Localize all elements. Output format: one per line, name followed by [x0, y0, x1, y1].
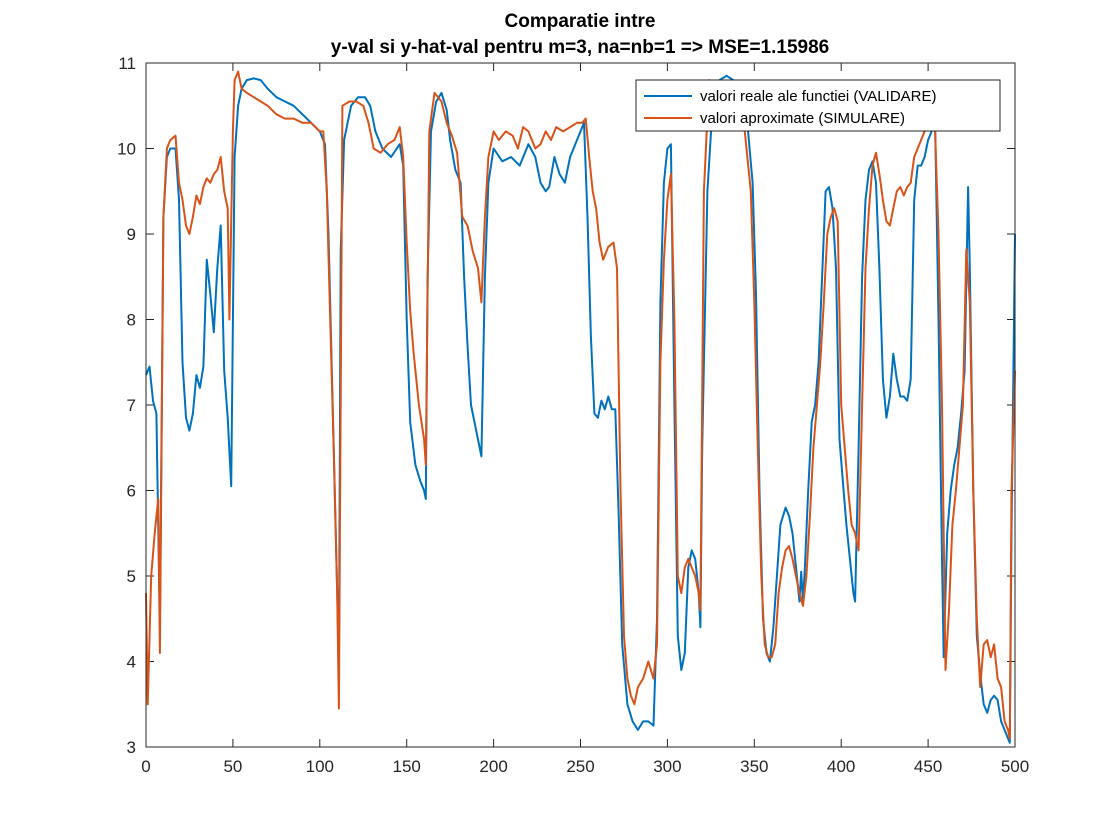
- x-tick-label: 350: [740, 757, 768, 776]
- x-tick-label: 450: [914, 757, 942, 776]
- legend-label-validare: valori reale ale functiei (VALIDARE): [700, 88, 936, 105]
- series-lines: [145, 70, 1016, 744]
- y-tick-label: 6: [127, 482, 136, 501]
- x-tick-label: 200: [479, 757, 507, 776]
- chart-title-line-1: Comparatie intre: [505, 11, 656, 32]
- y-tick-label: 3: [127, 738, 136, 757]
- y-tick-label: 7: [127, 396, 136, 415]
- x-tick-label: 300: [653, 757, 681, 776]
- y-tick-label: 8: [127, 311, 136, 330]
- legend: valori reale ale functiei (VALIDARE) val…: [635, 79, 1001, 132]
- y-tick-label: 5: [127, 567, 136, 586]
- x-tick-label: 0: [141, 757, 150, 776]
- plot-area-frame: [145, 62, 1016, 748]
- x-tick-label: 250: [566, 757, 594, 776]
- y-tick-label: 11: [118, 54, 136, 73]
- x-tick-label: 50: [223, 757, 242, 776]
- legend-box: [635, 79, 1001, 132]
- x-tick-label: 400: [827, 757, 855, 776]
- chart-title-line-2: y-val si y-hat-val pentru m=3, na=nb=1 =…: [331, 37, 829, 58]
- x-tick-label: 150: [393, 757, 421, 776]
- legend-label-simulare: valori aproximate (SIMULARE): [700, 110, 905, 127]
- x-tick-label: 500: [1001, 757, 1029, 776]
- y-tick-label: 4: [127, 653, 136, 672]
- x-axis-ticks: 0 50 100 150 200 250 300 350 400 450 500: [141, 63, 1029, 776]
- series-line-validare: [145, 74, 1016, 744]
- y-axis-ticks: 3 4 5 6 7 8 9 10 11: [117, 54, 1015, 757]
- x-tick-label: 100: [306, 757, 334, 776]
- y-tick-label: 10: [117, 140, 136, 159]
- y-tick-label: 9: [127, 225, 136, 244]
- series-line-simulare: [145, 70, 1016, 740]
